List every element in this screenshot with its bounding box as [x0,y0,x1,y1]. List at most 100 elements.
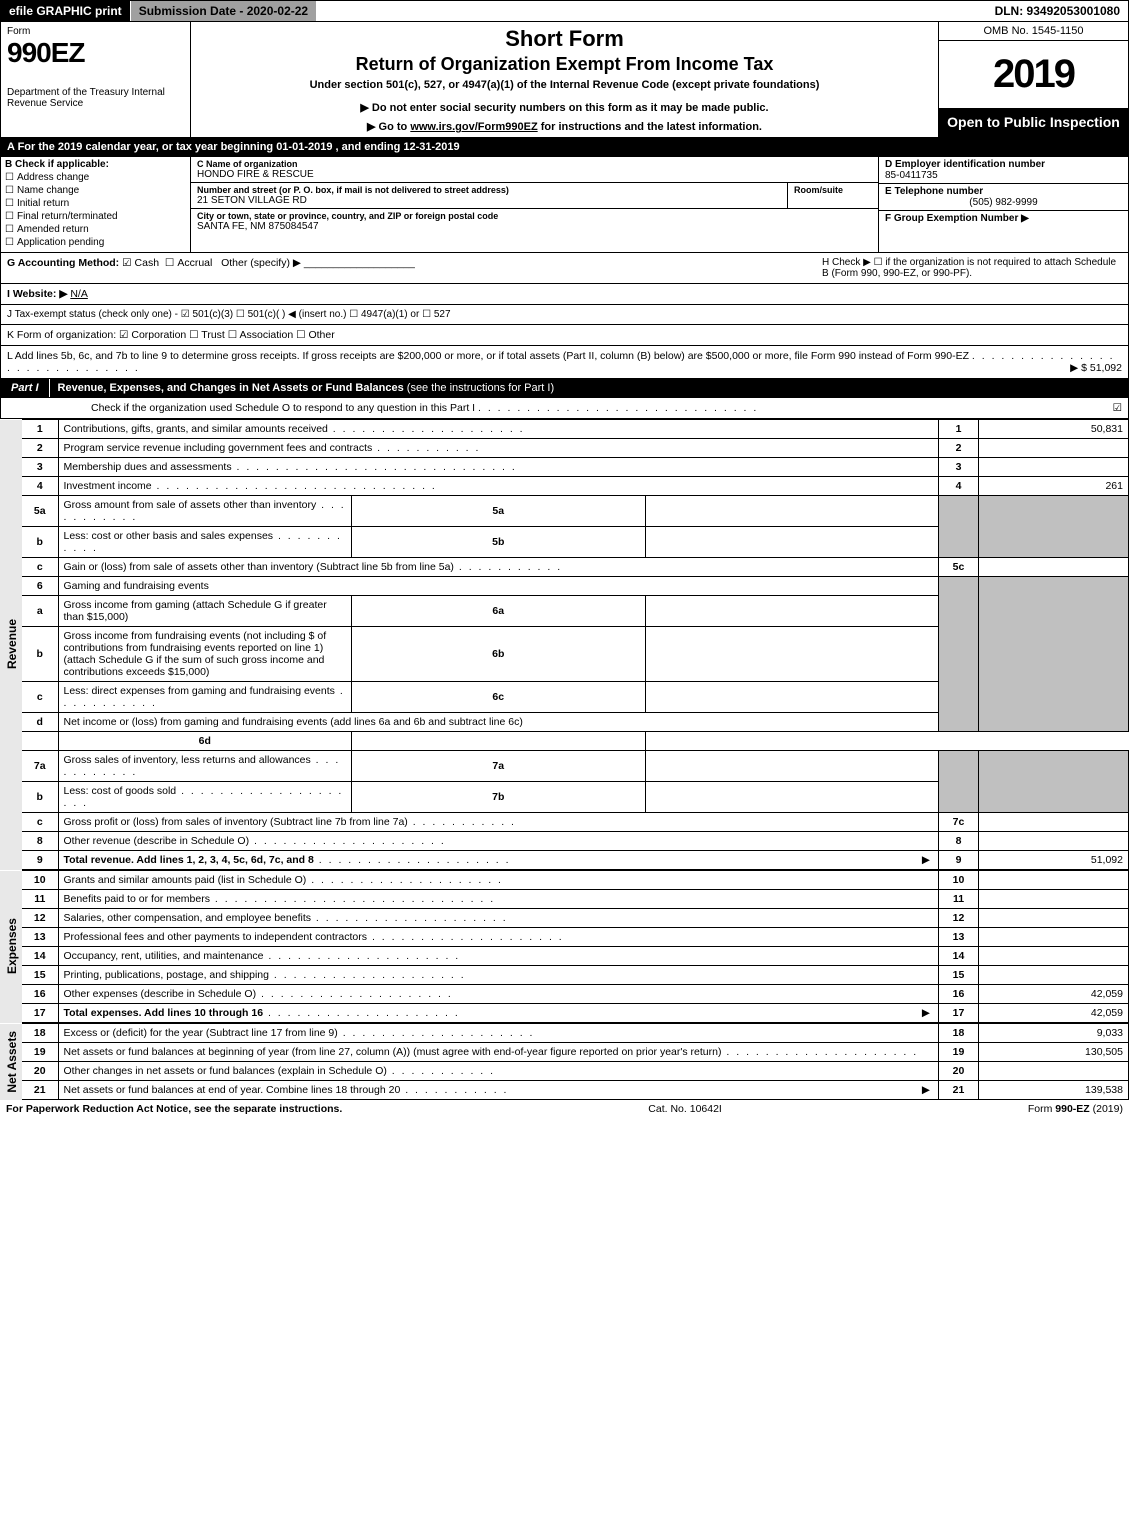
line-num: 1 [22,420,58,439]
title-short-form: Short Form [197,26,932,52]
row-g-h: G Accounting Method: Cash Accrual Other … [0,253,1129,284]
chk-address-change[interactable]: Address change [5,172,186,183]
dots-icon [232,461,517,473]
goto-post: for instructions and the latest informat… [538,121,762,133]
dots-icon [263,1007,460,1019]
expenses-table: Expenses 10Grants and similar amounts pa… [0,870,1129,1023]
open-to-public: Open to Public Inspection [939,108,1128,137]
row-l-amount: ▶ $ 51,092 [1070,362,1122,374]
chk-amended-return[interactable]: Amended return [5,224,186,235]
group-exemption-label: F Group Exemption Number ▶ [885,213,1029,224]
part-i-title: Revenue, Expenses, and Changes in Net As… [50,379,563,397]
line-desc: Contributions, gifts, grants, and simila… [58,420,939,439]
footer: For Paperwork Reduction Act Notice, see … [0,1100,1129,1118]
dots-icon [264,950,461,962]
line-5c: cGain or (loss) from sale of assets othe… [0,558,1129,577]
dots-icon [210,893,495,905]
triangle-icon [919,1007,933,1019]
line-14: 14Occupancy, rent, utilities, and mainte… [0,947,1129,966]
chk-cash[interactable] [122,257,134,269]
chk-accrual[interactable] [165,257,177,269]
dots-icon [306,874,503,886]
part-i-tag: Part I [1,379,50,397]
submission-date-button[interactable]: Submission Date - 2020-02-22 [131,1,317,21]
sidebar-expenses: Expenses [0,871,22,1023]
warning-ssn: ▶ Do not enter social security numbers o… [197,101,932,114]
dots-icon [372,442,480,454]
line-5a: 5aGross amount from sale of assets other… [0,496,1129,527]
accounting-method: G Accounting Method: Cash Accrual Other … [7,257,415,279]
checkbox-icon [5,224,17,235]
section-b-header: B Check if applicable: [5,159,186,170]
dots-icon [454,561,562,573]
phone-cell: E Telephone number (505) 982-9999 [879,184,1128,211]
dots-icon [721,1046,918,1058]
row-j: J Tax-exempt status (check only one) - ☑… [0,305,1129,325]
dots-icon [311,912,508,924]
line-8: 8Other revenue (describe in Schedule O)8 [0,832,1129,851]
dots-icon [478,402,758,414]
row-l: L Add lines 5b, 6c, and 7b to line 9 to … [0,346,1129,379]
website-value: N/A [70,288,88,300]
part-i-check-text: Check if the organization used Schedule … [91,402,475,414]
line-3: 3Membership dues and assessments3 [0,458,1129,477]
omb-number: OMB No. 1545-1150 [939,22,1128,41]
part-i-checkbox[interactable]: ☑ [1113,402,1122,414]
triangle-icon [919,1084,933,1096]
department-label: Department of the Treasury Internal Reve… [7,87,184,109]
row-l-text: L Add lines 5b, 6c, and 7b to line 9 to … [7,350,969,362]
goto-pre: ▶ Go to [367,121,410,133]
city-value: SANTA FE, NM 875084547 [197,221,872,232]
line-17: 17Total expenses. Add lines 10 through 1… [0,1004,1129,1023]
efile-print-button[interactable]: efile GRAPHIC print [1,1,131,21]
line-amount: 50,831 [979,420,1129,439]
sidebar-net-assets: Net Assets [0,1024,22,1100]
ein-cell: D Employer identification number 85-0411… [879,157,1128,184]
dots-icon [408,816,516,828]
line-4: 4Investment income4261 [0,477,1129,496]
dots-icon [269,969,466,981]
line-6: 6Gaming and fundraising events [0,577,1129,596]
checkbox-icon [5,172,17,183]
top-bar: efile GRAPHIC print Submission Date - 20… [0,0,1129,22]
other-specify: Other (specify) ▶ [221,257,301,269]
ein-label: D Employer identification number [885,159,1045,170]
header-right: OMB No. 1545-1150 2019 Open to Public In… [938,22,1128,137]
line-2: 2Program service revenue including gover… [0,439,1129,458]
line-6d-amt: 6d [0,732,1129,751]
irs-link[interactable]: www.irs.gov/Form990EZ [410,121,537,133]
dots-icon [400,1084,508,1096]
dots-icon [338,1027,535,1039]
chk-initial-return[interactable]: Initial return [5,198,186,209]
chk-name-change[interactable]: Name change [5,185,186,196]
header-center: Short Form Return of Organization Exempt… [191,22,938,137]
header-left: Form 990EZ Department of the Treasury In… [1,22,191,137]
section-c: C Name of organization HONDO FIRE & RESC… [191,157,878,252]
part-i-check-row: Check if the organization used Schedule … [0,398,1129,419]
subtitle-section: Under section 501(c), 527, or 4947(a)(1)… [197,79,932,91]
room-label: Room/suite [794,185,872,195]
revenue-table: Revenue 1 Contributions, gifts, grants, … [0,419,1129,870]
dots-icon [367,931,564,943]
line-15: 15Printing, publications, postage, and s… [0,966,1129,985]
city-label: City or town, state or province, country… [197,211,872,221]
chk-final-return[interactable]: Final return/terminated [5,211,186,222]
row-k: K Form of organization: ☑ Corporation ☐ … [0,325,1129,346]
line-7c: cGross profit or (loss) from sales of in… [0,813,1129,832]
line-19: 19Net assets or fund balances at beginni… [0,1043,1129,1062]
dots-icon [328,423,525,435]
dots-icon [314,854,511,866]
chk-application-pending[interactable]: Application pending [5,237,186,248]
checkbox-icon [5,185,17,196]
part-i-header: Part I Revenue, Expenses, and Changes in… [0,379,1129,398]
org-name-value: HONDO FIRE & RESCUE [197,169,872,180]
group-exemption-cell: F Group Exemption Number ▶ [879,211,1128,252]
line-1: Revenue 1 Contributions, gifts, grants, … [0,420,1129,439]
section-h: H Check ▶ ☐ if the organization is not r… [822,257,1122,279]
net-assets-table: Net Assets 18Excess or (deficit) for the… [0,1023,1129,1100]
website-label: I Website: ▶ [7,288,67,300]
sidebar-revenue: Revenue [0,420,22,870]
line-11: 11Benefits paid to or for members11 [0,890,1129,909]
footer-right: Form 990-EZ (2019) [1028,1103,1123,1115]
goto-instructions: ▶ Go to www.irs.gov/Form990EZ for instru… [197,120,932,133]
